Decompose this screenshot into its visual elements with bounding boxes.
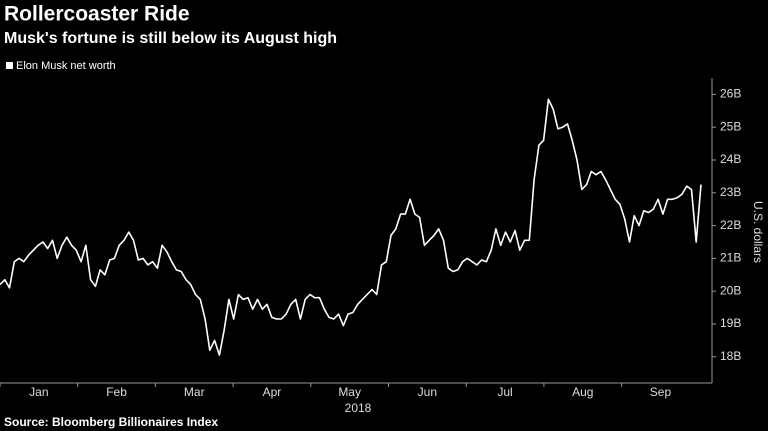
x-tick-label: Aug <box>572 385 593 399</box>
x-tick-label: Jun <box>418 385 437 399</box>
chart-subtitle: Musk's fortune is still below its August… <box>4 30 337 47</box>
legend-label: Elon Musk net worth <box>16 60 116 72</box>
x-tick-label: Apr <box>263 385 282 399</box>
x-tick-label: May <box>338 385 361 399</box>
y-tick-label: 19B <box>720 316 741 330</box>
y-axis-label: U.S. dollars <box>751 201 765 263</box>
x-tick-label: Sep <box>650 385 672 399</box>
y-tick-label: 25B <box>720 119 741 133</box>
line <box>0 98 702 356</box>
x-tick-label: Jul <box>497 385 512 399</box>
y-tick-label: 26B <box>720 87 741 101</box>
y-tick-label: 21B <box>720 251 741 265</box>
y-tick-label: 18B <box>720 349 741 363</box>
x-axis-label: 2018 <box>345 401 372 415</box>
y-tick-label: 20B <box>720 283 741 297</box>
legend-swatch <box>6 62 13 69</box>
source: Source: Bloomberg Billionaires Index <box>4 415 218 429</box>
y-tick-label: 22B <box>720 218 741 232</box>
y-tick-label: 24B <box>720 152 741 166</box>
chart-title: Rollercoaster Ride <box>4 3 190 26</box>
y-tick-label: 23B <box>720 185 741 199</box>
x-tick-label: Mar <box>184 385 205 399</box>
x-tick-label: Feb <box>106 385 127 399</box>
x-tick-label: Jan <box>29 385 48 399</box>
